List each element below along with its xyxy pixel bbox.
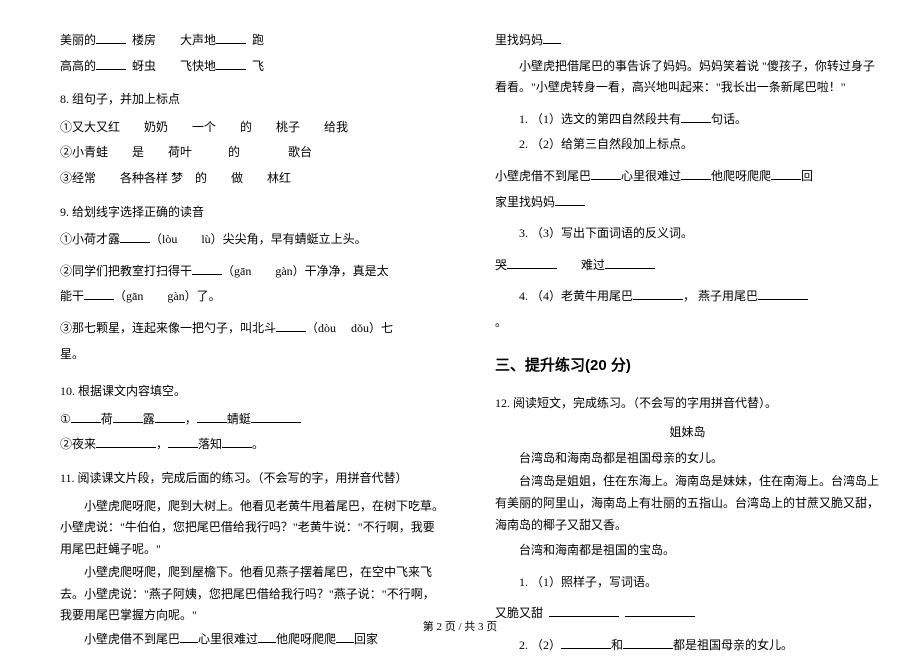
q9-item-3: ③那七颗星，连起来像一把勺子，叫北斗 （dòu dǒu）七: [60, 318, 445, 340]
text: 蜻蜓: [227, 412, 251, 426]
sub-3: 3. （3）写出下面词语的反义词。: [495, 223, 880, 245]
q12-sub-1: 1. （1）照样子，写词语。: [495, 572, 880, 594]
text: 高高的: [60, 59, 96, 73]
q9-item-2b: 能干 （gān gàn）了。: [60, 286, 445, 308]
text: 飞快地: [180, 59, 216, 73]
text: 家里找妈妈: [495, 195, 555, 209]
text: （gān gàn）干净净，真是太: [222, 264, 389, 278]
text: ③那七颗星，连起来像一把勺子，叫北斗: [60, 321, 276, 335]
text: 他爬呀爬爬: [711, 169, 771, 183]
sub-4-end: 。: [495, 312, 880, 334]
text: 跑: [252, 33, 264, 47]
q8-option-3: ③经常 各种各样 梦 的 做 林红: [60, 168, 445, 190]
q12-sub-2: 2. （2）和都是祖国母亲的女儿。: [495, 635, 880, 657]
q10-item-2: ②夜来 ， 落知 。: [60, 434, 445, 456]
text: （dòu dǒu）七: [306, 321, 393, 335]
text: 难过: [581, 258, 605, 272]
q12-para-2: 台湾岛是姐姐，住在东海上。海南岛是妹妹，住在南海上。台湾岛上有美丽的阿里山，海南…: [495, 471, 880, 536]
text: 哭: [495, 258, 507, 272]
right-column: 里找妈妈 小壁虎把借尾巴的事告诉了妈妈。妈妈笑着说 "傻孩子，你转过身子看看。"…: [495, 30, 880, 660]
text: ，: [156, 437, 168, 451]
q10-item-1: ① 荷 露 ， 蜻蜓: [60, 409, 445, 431]
text: 1. （1）选文的第四自然段共有: [519, 112, 681, 126]
text: ②夜来: [60, 437, 96, 451]
text: 句话。: [711, 112, 747, 126]
sub-3-words: 哭 难过: [495, 255, 880, 277]
q8-option-2: ②小青蛙 是 荷叶 的 歌台: [60, 142, 445, 164]
page-footer: 第 2 页 / 共 3 页: [0, 618, 920, 638]
section-3-title: 三、提升练习(20 分): [495, 352, 880, 379]
q9-item-3b: 星。: [60, 344, 445, 366]
q8-option-1: ①又大又红 奶奶 一个 的 桃子 给我: [60, 117, 445, 139]
text: 落知: [198, 437, 222, 451]
matching-row-2: 高高的 蚜虫 飞快地 飞: [60, 56, 445, 78]
text: 回: [801, 169, 813, 183]
question-9: 9. 给划线字选择正确的读音: [60, 202, 445, 224]
sub-1: 1. （1）选文的第四自然段共有 句话。: [495, 109, 880, 131]
text: ①小荷才露: [60, 232, 120, 246]
q12-para-1: 台湾岛和海南岛都是祖国母亲的女儿。: [495, 448, 880, 470]
sub-2-text-b: 家里找妈妈: [495, 192, 880, 214]
text: 小壁虎借不到尾巴: [495, 169, 591, 183]
q11-para-1: 小壁虎爬呀爬，爬到大树上。他看见老黄牛甩着尾巴，在树下吃草。小壁虎说："牛伯伯，…: [60, 496, 445, 561]
text: 美丽的: [60, 33, 96, 47]
question-8: 8. 组句子，并加上标点: [60, 89, 445, 111]
cont-line: 里找妈妈: [495, 30, 880, 52]
sub-4: 4. （4）老黄牛用尾巴 ， 燕子用尾巴: [495, 286, 880, 308]
text: （gān gàn）了。: [114, 289, 221, 303]
text: 。: [252, 437, 264, 451]
text: 4. （4）老黄牛用尾巴: [519, 289, 633, 303]
text: 蚜虫: [132, 59, 156, 73]
left-column: 美丽的 楼房 大声地 跑 高高的 蚜虫 飞快地 飞 8. 组句子，并加上标点 ①…: [60, 30, 445, 660]
sub-2: 2. （2）给第三自然段加上标点。: [495, 134, 880, 156]
text: 里找妈妈: [495, 33, 543, 47]
text: 荷: [101, 412, 113, 426]
sub-2-text: 小壁虎借不到尾巴 心里很难过 他爬呀爬爬 回: [495, 166, 880, 188]
text: ②同学们把教室打扫得干: [60, 264, 192, 278]
text: 飞: [252, 59, 264, 73]
text: ，: [185, 412, 197, 426]
q12-para-3: 台湾和海南都是祖国的宝岛。: [495, 540, 880, 562]
question-10: 10. 根据课文内容填空。: [60, 381, 445, 403]
q9-item-2: ②同学们把教室打扫得干 （gān gàn）干净净，真是太: [60, 261, 445, 283]
matching-row-1: 美丽的 楼房 大声地 跑: [60, 30, 445, 52]
text: 大声地: [180, 33, 216, 47]
text: 楼房: [132, 33, 156, 47]
q9-item-1: ①小荷才露 （lòu lù）尖尖角，早有蜻蜓立上头。: [60, 229, 445, 251]
question-11: 11. 阅读课文片段，完成后面的练习。（不会写的字，用拼音代替）: [60, 468, 445, 490]
story-para: 小壁虎把借尾巴的事告诉了妈妈。妈妈笑着说 "傻孩子，你转过身子看看。"小壁虎转身…: [495, 56, 880, 99]
question-12: 12. 阅读短文，完成练习。（不会写的字用拼音代替）。: [495, 393, 880, 415]
q12-title: 姐妹岛: [495, 422, 880, 444]
text: ①: [60, 412, 71, 426]
text: 能干: [60, 289, 84, 303]
text: （lòu lù）尖尖角，早有蜻蜓立上头。: [150, 232, 367, 246]
text: ， 燕子用尾巴: [683, 289, 758, 303]
text: 心里很难过: [621, 169, 681, 183]
text: 露: [143, 412, 155, 426]
